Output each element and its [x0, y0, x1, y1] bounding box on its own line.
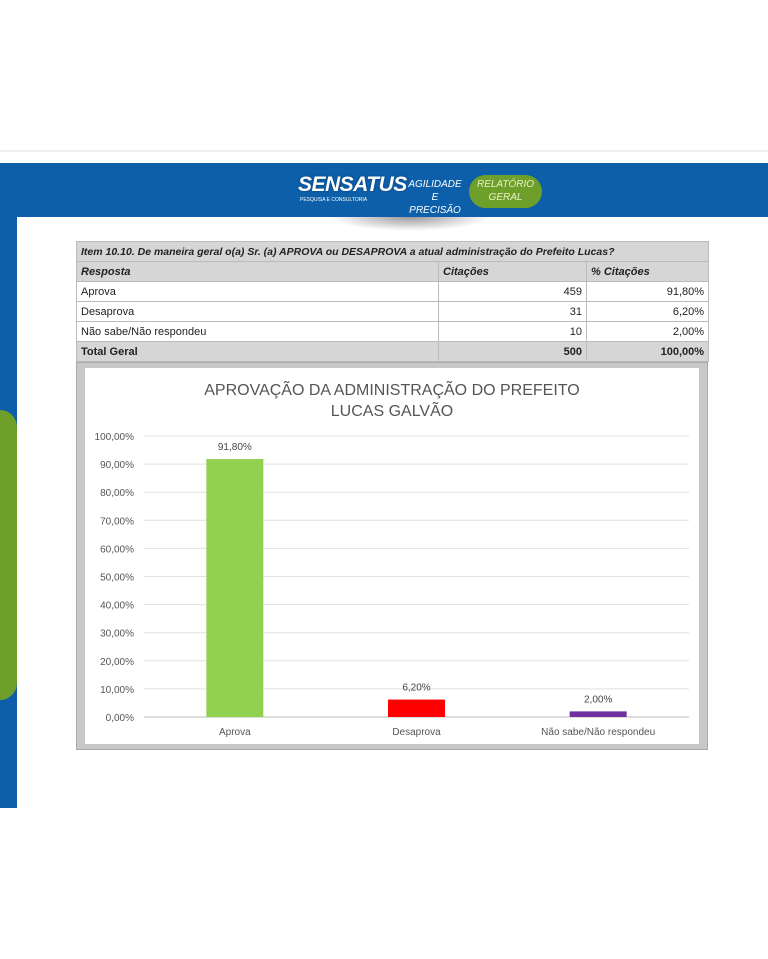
- bar: [206, 459, 264, 717]
- x-tick-label: Desaprova: [392, 727, 441, 738]
- tagline-line: PRECISÃO: [409, 205, 461, 216]
- cell: 31: [438, 301, 587, 322]
- tagline: AGILIDADE E PRECISÃO: [404, 178, 466, 217]
- cell: 6,20%: [585, 301, 710, 322]
- y-tick-label: 0,00%: [106, 713, 134, 724]
- y-tick-label: 60,00%: [100, 544, 134, 555]
- results-table: Item 10.10. De maneira geral o(a) Sr. (a…: [75, 241, 710, 362]
- table-row: Desaprova 31 6,20%: [76, 301, 710, 322]
- x-tick-label: Não sabe/Não respondeu: [541, 727, 655, 738]
- sensatus-logo: SENSATUS: [298, 173, 407, 196]
- badge-line: GERAL: [488, 192, 523, 203]
- header-resposta: Resposta: [76, 261, 439, 282]
- header-citacoes: Citações: [438, 261, 587, 282]
- y-tick-label: 90,00%: [100, 460, 134, 471]
- y-tick-label: 30,00%: [100, 629, 134, 640]
- total-row: Total Geral 500 100,00%: [76, 341, 710, 362]
- cell: 500: [438, 341, 587, 362]
- chart-title-line: APROVAÇÃO DA ADMINISTRAÇÃO DO PREFEITO: [204, 382, 580, 399]
- top-divider: [0, 150, 768, 152]
- y-tick-label: 40,00%: [100, 601, 134, 612]
- y-tick-label: 50,00%: [100, 573, 134, 584]
- data-label: 91,80%: [218, 442, 252, 453]
- y-tick-label: 100,00%: [95, 432, 135, 443]
- table-row: Aprova 459 91,80%: [76, 281, 710, 302]
- y-tick-label: 10,00%: [100, 685, 134, 696]
- data-label: 2,00%: [584, 694, 612, 705]
- header-shadow: [330, 217, 490, 231]
- x-tick-label: Aprova: [219, 727, 251, 738]
- cell: 100,00%: [585, 341, 710, 362]
- y-tick-label: 80,00%: [100, 488, 134, 499]
- cell: 459: [438, 281, 587, 302]
- tagline-line: AGILIDADE E: [408, 179, 462, 203]
- y-tick-label: 70,00%: [100, 516, 134, 527]
- cell: 91,80%: [585, 281, 710, 302]
- decorative-green-shape: [0, 410, 17, 700]
- chart-title-line: LUCAS GALVÃO: [330, 403, 454, 420]
- cell: Não sabe/Não respondeu: [76, 321, 439, 342]
- bar: [569, 711, 627, 717]
- cell: 2,00%: [585, 321, 710, 342]
- bar-chart: 0,00% 10,00% 20,00% 30,00% 40,00% 50,00% 60,00…: [95, 432, 689, 738]
- cell: Aprova: [76, 281, 439, 302]
- table-title: Item 10.10. De maneira geral o(a) Sr. (a…: [75, 241, 710, 262]
- data-label: 6,20%: [402, 683, 430, 694]
- cell: 10: [438, 321, 587, 342]
- header-pct: % Citações: [585, 261, 710, 282]
- y-tick-label: 20,00%: [100, 657, 134, 668]
- bar: [388, 699, 445, 717]
- table-row: Não sabe/Não respondeu 10 2,00%: [76, 321, 710, 342]
- badge-line: RELATÓRIO: [476, 179, 535, 190]
- chart-area: APROVAÇÃO DA ADMINISTRAÇÃO DO PREFEITO LU…: [85, 368, 699, 744]
- cell: Desaprova: [76, 301, 439, 322]
- logo-subtitle: PESQUISA E CONSULTORIA: [300, 197, 368, 203]
- cell: Total Geral: [76, 341, 439, 362]
- chart-title: APROVAÇÃO DA ADMINISTRAÇÃO DO PREFEITO LU…: [85, 380, 699, 422]
- chart-frame: APROVAÇÃO DA ADMINISTRAÇÃO DO PREFEITO LU…: [76, 362, 708, 750]
- report-badge: RELATÓRIO GERAL: [469, 175, 542, 208]
